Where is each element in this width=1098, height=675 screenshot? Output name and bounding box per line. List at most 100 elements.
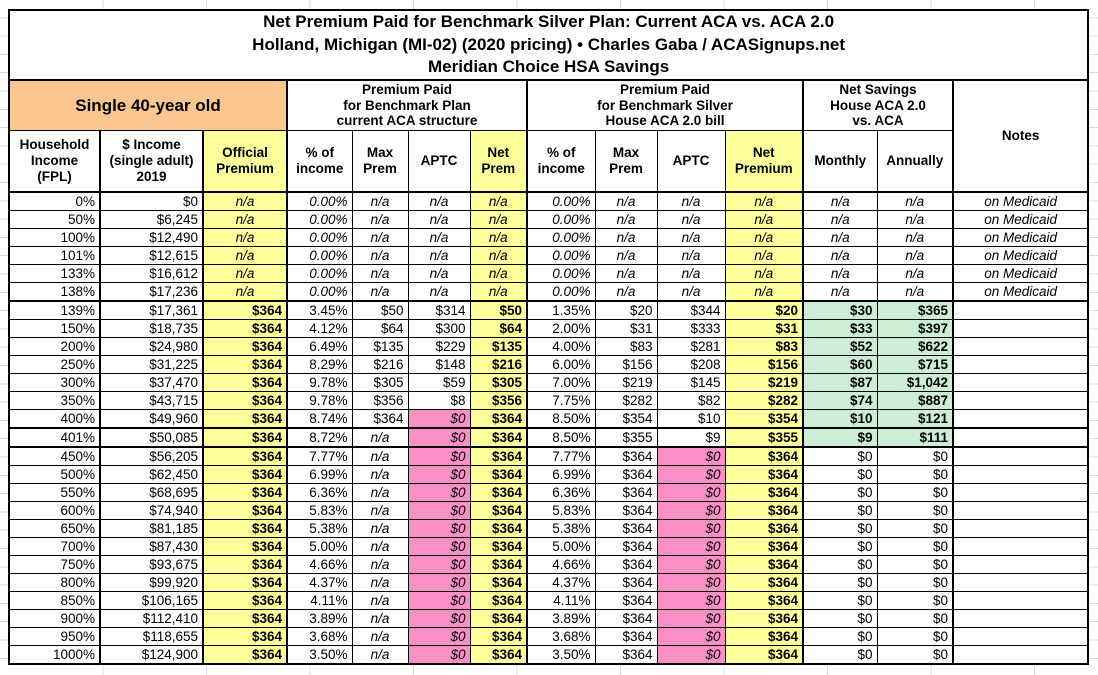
table-cell: $364 [469, 609, 528, 628]
table-cell: $111 [876, 427, 954, 448]
table-cell: n/a [469, 246, 528, 265]
table-cell: $344 [656, 300, 726, 320]
table-cell: n/a [351, 228, 409, 247]
table-cell: $216 [351, 355, 409, 374]
table-cell: $364 [724, 609, 804, 628]
table-cell: 8.72% [286, 427, 353, 448]
table-cell: $364 [351, 409, 409, 429]
table-row: 700% $87,430 $364 5.00% n/a $0 $364 5.00% $364 $0… [8, 537, 1089, 556]
table-cell: $300 [407, 319, 471, 338]
table-cell: $229 [407, 337, 471, 356]
table-cell: $0 [407, 573, 471, 592]
table-cell: 6.00% [526, 355, 596, 374]
premium-comparison-table: Net Premium Paid for Benchmark Silver Pl… [8, 9, 1090, 665]
table-cell: $364 [724, 519, 804, 538]
table-cell: $30 [802, 300, 878, 320]
table-cell: 0.00% [526, 228, 596, 247]
table-cell: $0 [876, 465, 954, 484]
table-cell [952, 645, 1089, 665]
page-title: Net Premium Paid for Benchmark Silver Pl… [8, 9, 1089, 81]
table-cell: $20 [724, 300, 804, 320]
table-cell: n/a [724, 210, 804, 229]
table-cell: $31 [594, 319, 658, 338]
table-cell: n/a [351, 465, 409, 484]
table-cell: 6.99% [526, 465, 596, 484]
table-cell: 5.00% [526, 537, 596, 556]
table-cell: $0 [656, 537, 726, 556]
table-cell: $0 [407, 483, 471, 502]
table-cell: 4.37% [526, 573, 596, 592]
table-row: 250% $31,225 $364 8.29% $216 $148 $216 6.00% $15… [8, 355, 1089, 374]
table-cell: $0 [407, 537, 471, 556]
table-cell: $60 [802, 355, 878, 374]
table-cell: n/a [469, 264, 528, 283]
table-cell: $112,410 [99, 609, 204, 628]
table-row: 450% $56,205 $364 7.77% n/a $0 $364 7.77% $364 $0… [8, 446, 1089, 466]
table-cell: n/a [351, 427, 409, 448]
table-cell: $0 [802, 555, 878, 574]
table-cell: n/a [802, 282, 878, 302]
table-cell: 4.11% [526, 591, 596, 610]
table-cell: $364 [469, 446, 528, 466]
table-row: 150% $18,735 $364 4.12% $64 $300 $64 2.00% $31 $3… [8, 319, 1089, 338]
table-cell: $0 [802, 573, 878, 592]
table-cell: $68,695 [99, 483, 204, 502]
table-cell: n/a [407, 228, 471, 247]
table-cell: $364 [724, 645, 804, 665]
table-cell: $0 [802, 627, 878, 646]
table-cell: 3.89% [286, 609, 353, 628]
table-cell: $0 [656, 645, 726, 665]
table-cell: n/a [351, 627, 409, 646]
table-cell: $12,615 [99, 246, 204, 265]
table-cell: n/a [876, 228, 954, 247]
table-cell: n/a [802, 191, 878, 211]
table-cell: $0 [802, 501, 878, 520]
table-cell: $0 [876, 555, 954, 574]
table-cell: $10 [802, 409, 878, 429]
table-cell: 6.49% [286, 337, 353, 356]
table-row: 50% $6,245 n/a 0.00% n/a n/a n/a 0.00% n/a n/a n/a… [8, 210, 1089, 229]
table-cell: $365 [876, 300, 954, 320]
table-cell: $18,735 [99, 319, 204, 338]
table-cell: 450% [8, 446, 101, 466]
table-cell: n/a [724, 282, 804, 302]
table-row: 650% $81,185 $364 5.38% n/a $0 $364 5.38% $364 $0… [8, 519, 1089, 538]
table-cell: $93,675 [99, 555, 204, 574]
table-cell: $49,960 [99, 409, 204, 429]
table-cell: 138% [8, 282, 101, 302]
table-cell: $354 [594, 409, 658, 429]
table-cell: n/a [351, 446, 409, 466]
table-cell: $17,361 [99, 300, 204, 320]
table-cell: 139% [8, 300, 101, 320]
table-cell: $24,980 [99, 337, 204, 356]
table-cell: $64 [469, 319, 528, 338]
table-cell [952, 519, 1089, 538]
table-cell: n/a [469, 191, 528, 211]
table-cell: $0 [407, 609, 471, 628]
table-cell [952, 300, 1089, 320]
table-cell: n/a [594, 264, 658, 283]
table-cell: 101% [8, 246, 101, 265]
table-cell: $0 [407, 645, 471, 665]
table-row: 200% $24,980 $364 6.49% $135 $229 $135 4.00% $83… [8, 337, 1089, 356]
table-cell: $364 [202, 319, 288, 338]
table-cell: $0 [656, 627, 726, 646]
table-cell: 6.36% [526, 483, 596, 502]
title-line-2: Holland, Michigan (MI-02) (2020 pricing)… [252, 34, 846, 54]
table-cell: on Medicaid [952, 228, 1089, 247]
table-cell: n/a [351, 519, 409, 538]
table-cell: $364 [594, 555, 658, 574]
table-cell [952, 355, 1089, 374]
table-cell: n/a [724, 191, 804, 211]
table-cell [952, 465, 1089, 484]
table-cell: n/a [876, 246, 954, 265]
table-cell [952, 373, 1089, 392]
table-cell: n/a [724, 246, 804, 265]
table-row: 600% $74,940 $364 5.83% n/a $0 $364 5.83% $364 $0… [8, 501, 1089, 520]
table-cell [952, 337, 1089, 356]
table-cell: $0 [656, 501, 726, 520]
table-cell: $0 [407, 519, 471, 538]
table-cell: n/a [656, 228, 726, 247]
table-cell: 0.00% [286, 210, 353, 229]
table-cell: $364 [202, 609, 288, 628]
